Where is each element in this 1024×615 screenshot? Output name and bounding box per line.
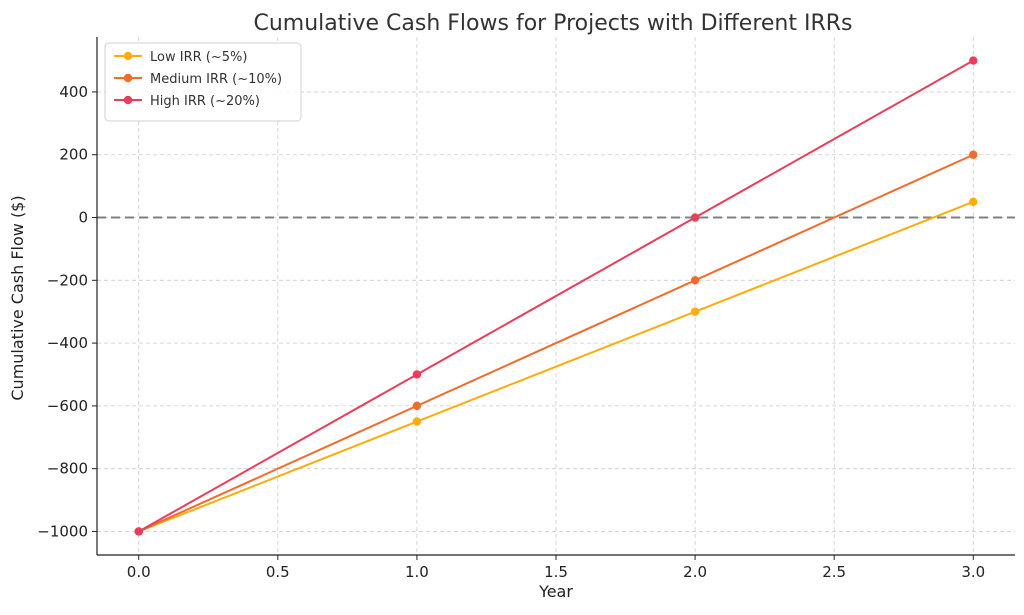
legend: Low IRR (~5%) Medium IRR (~10%) High IRR (…: [104, 42, 302, 122]
x-tick-label: 2.5: [822, 563, 846, 581]
series-lines: [134, 56, 978, 536]
series-line: [138, 153, 974, 533]
chart-title: Cumulative Cash Flows for Projects with …: [253, 11, 852, 36]
y-tick-labels: −1000 −800 −600 −400 −200 0 200 400: [37, 83, 88, 541]
legend-box: [104, 42, 302, 122]
legend-label: High IRR (~20%): [150, 94, 260, 109]
y-tick-label: −800: [47, 460, 88, 478]
y-tick-label: −200: [47, 271, 88, 289]
y-tick-label: 200: [59, 146, 88, 164]
x-tick-label: 1.5: [544, 563, 568, 581]
legend-item: Low IRR (~5%): [114, 50, 247, 65]
data-point: [412, 370, 422, 379]
data-point: [969, 197, 978, 207]
data-point: [690, 213, 700, 222]
legend-swatch-marker: [123, 95, 133, 105]
data-point: [134, 527, 143, 536]
y-tick-label: 400: [59, 83, 88, 101]
legend-item: Medium IRR (~10%): [114, 72, 282, 87]
legend-label: Low IRR (~5%): [150, 50, 247, 65]
data-point: [969, 150, 978, 159]
y-tick-label: −1000: [37, 522, 88, 540]
data-point: [690, 276, 700, 285]
y-axis-label: Cumulative Cash Flow ($): [8, 195, 27, 400]
y-tick-label: −400: [47, 334, 88, 352]
data-point: [690, 307, 700, 316]
x-tick-label: 1.0: [405, 563, 429, 581]
legend-swatch-marker: [123, 73, 133, 83]
series-line: [138, 59, 974, 533]
x-tick-label: 0.5: [266, 563, 290, 581]
legend-item: High IRR (~20%): [114, 94, 260, 109]
data-point: [412, 417, 422, 426]
series-2: [134, 56, 978, 536]
data-point: [969, 56, 978, 65]
x-axis-label: Year: [538, 582, 573, 601]
legend-label: Medium IRR (~10%): [150, 72, 282, 87]
axes: [92, 37, 1015, 560]
y-tick-label: 0: [78, 209, 88, 227]
series-line: [138, 200, 974, 533]
data-point: [412, 401, 422, 411]
x-tick-label: 3.0: [961, 563, 985, 581]
x-tick-label: 2.0: [683, 563, 707, 581]
x-tick-label: 0.0: [127, 563, 151, 581]
legend-swatch-marker: [123, 51, 133, 61]
x-tick-labels: 0.0 0.5 1.0 1.5 2.0 2.5 3.0: [127, 563, 985, 581]
y-tick-label: −600: [47, 397, 88, 415]
